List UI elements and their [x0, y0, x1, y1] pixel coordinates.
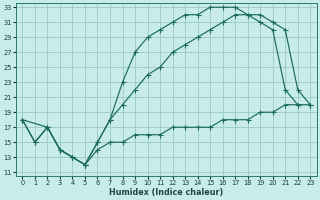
- X-axis label: Humidex (Indice chaleur): Humidex (Indice chaleur): [109, 188, 223, 197]
